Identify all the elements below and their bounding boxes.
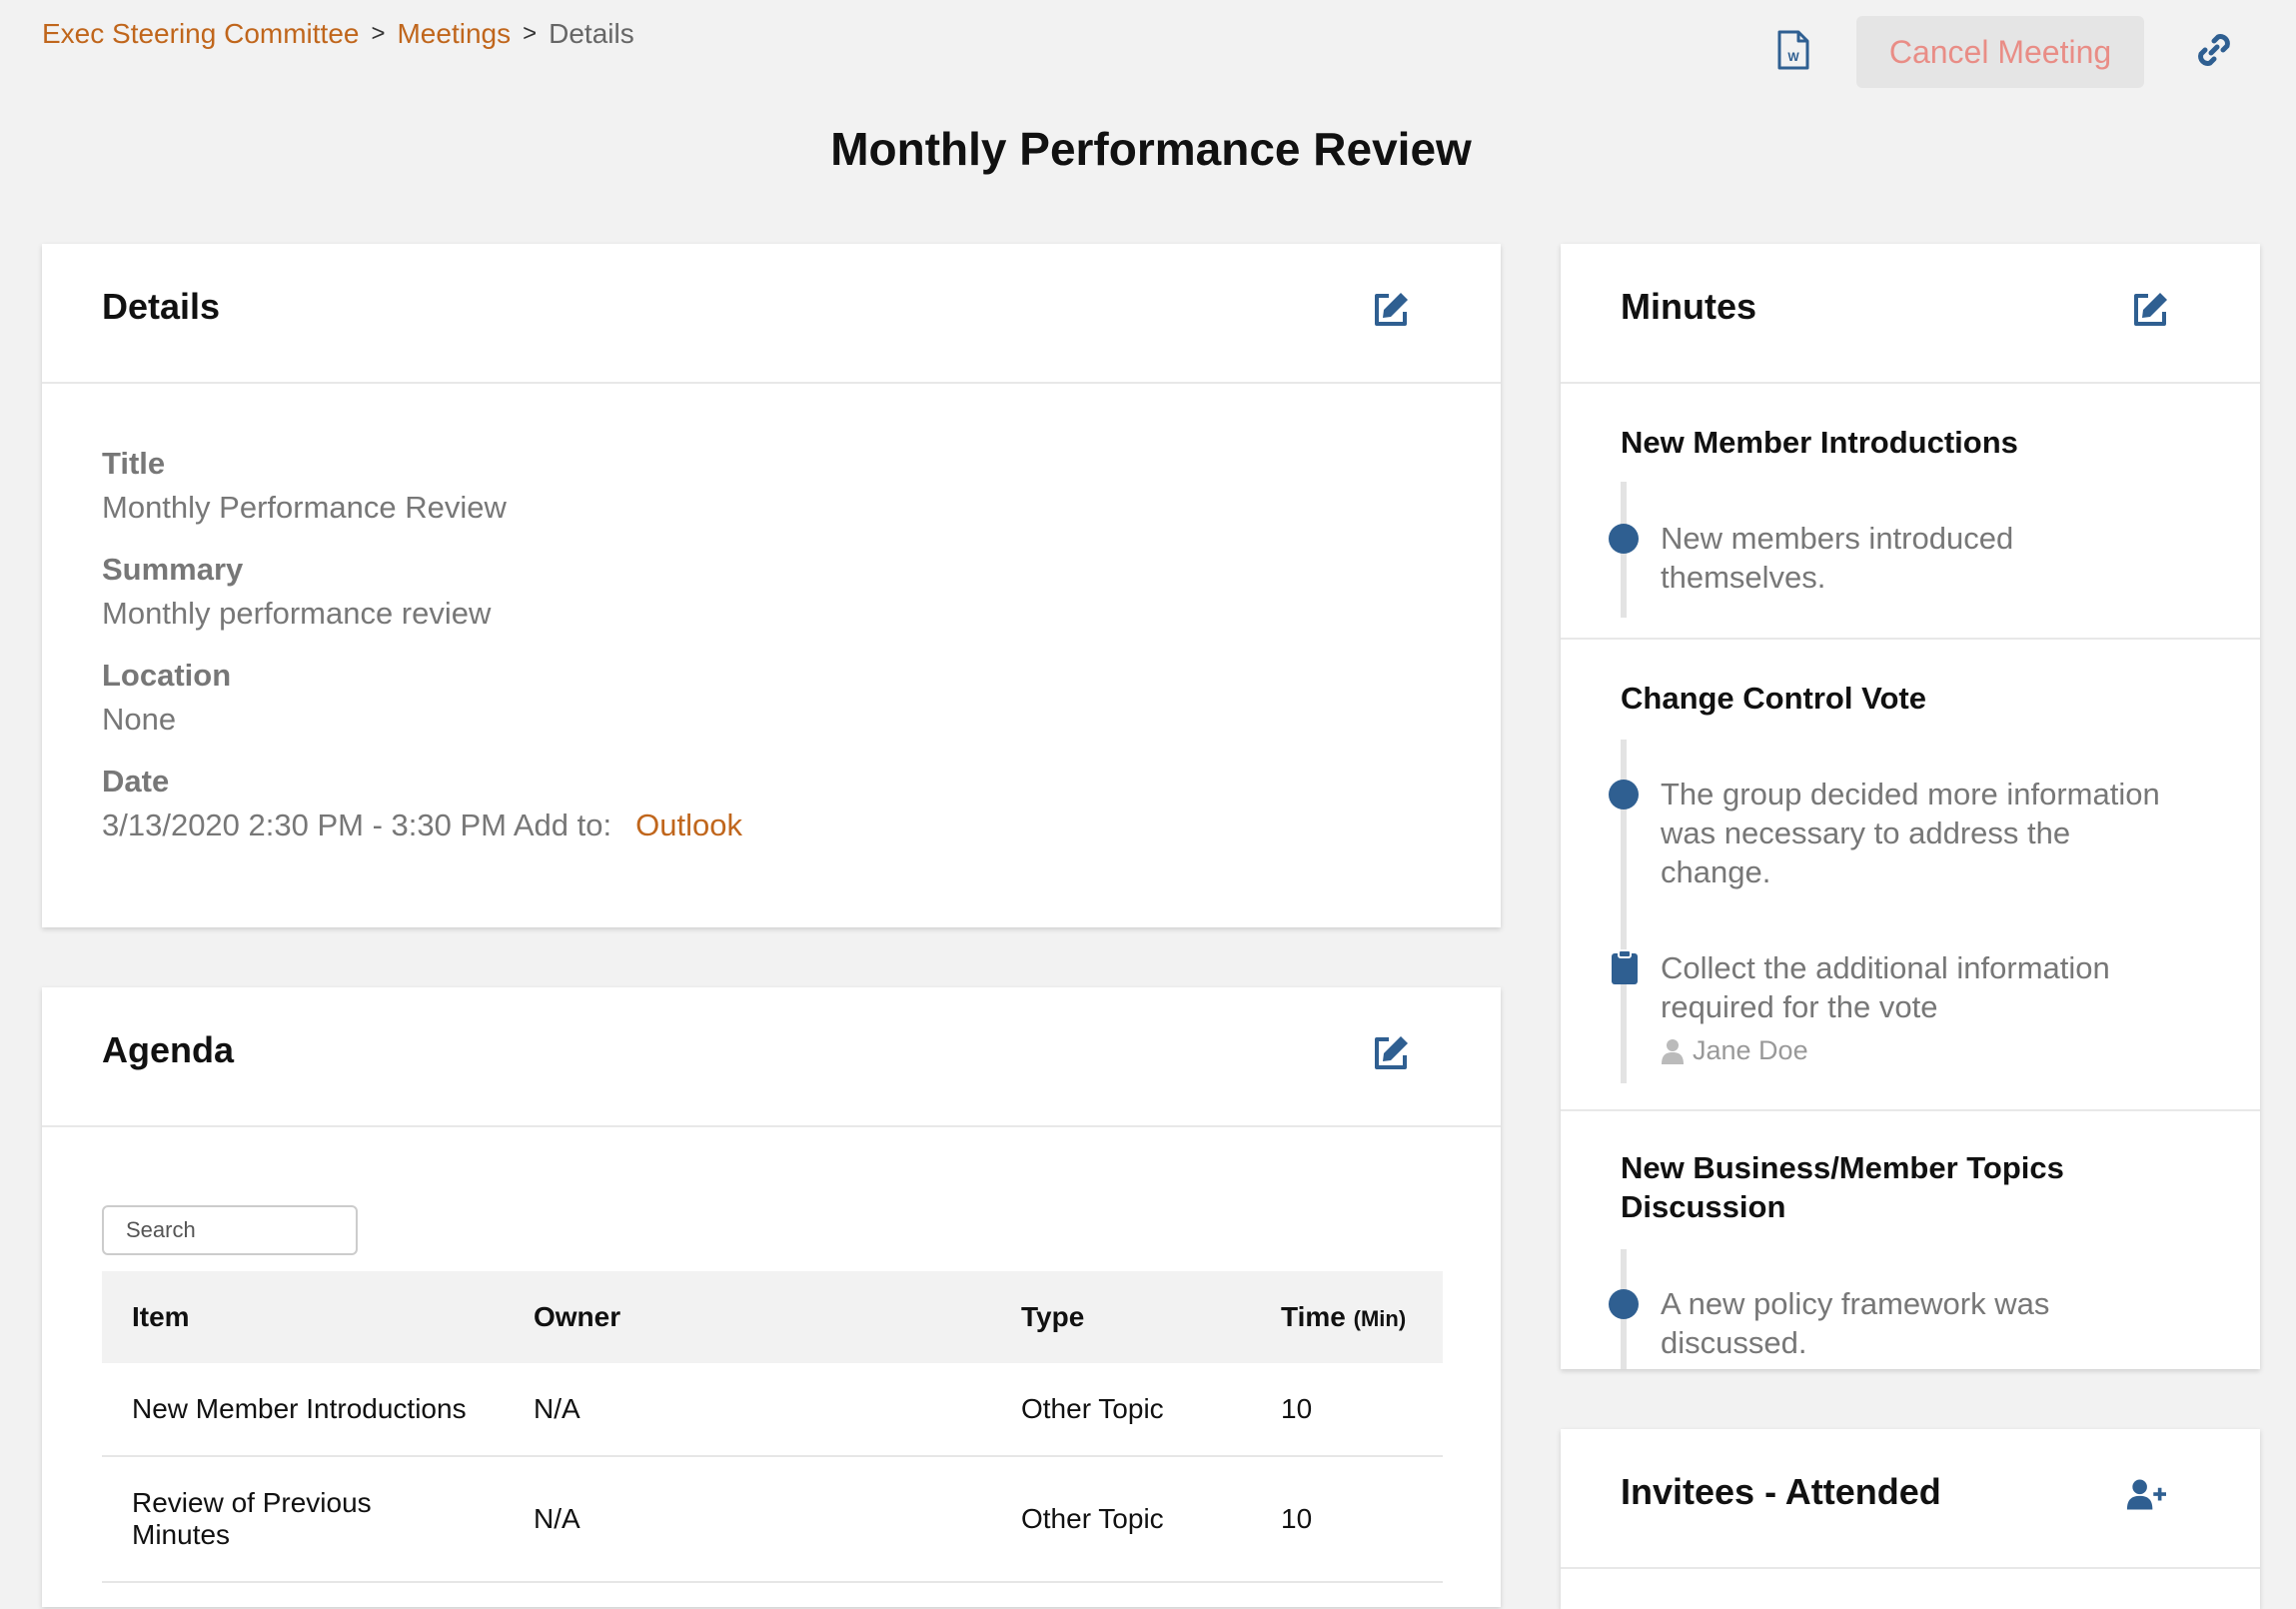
breadcrumb-meetings-link[interactable]: Meetings (397, 18, 512, 49)
note-line: discussed. (1661, 1324, 1807, 1360)
row-item-line1: Review of Previous (132, 1486, 372, 1518)
table-row[interactable]: New Member Introductions N/A Other Topic… (102, 1363, 1443, 1457)
minutes-topic-title: New Business/Member Topics Discussion (1621, 1149, 2064, 1227)
agenda-card-header: Agenda (42, 987, 1501, 1127)
edit-icon[interactable] (1371, 290, 1411, 330)
details-card: Details Title Monthly Performance Review… (42, 244, 1501, 927)
column-header-item[interactable]: Item (132, 1300, 190, 1332)
minutes-note: New members introduced themselves. (1661, 520, 2220, 598)
date-field: Date 3/13/2020 2:30 PM - 3:30 PM Add to:… (102, 764, 742, 843)
note-line: required for the vote (1661, 988, 1938, 1024)
clipboard-icon (1612, 949, 1638, 984)
row-item-line2: Minutes (132, 1519, 231, 1550)
date-value: 3/13/2020 2:30 PM - 3:30 PM Add to: (102, 807, 612, 842)
user-icon (1662, 1038, 1684, 1064)
timeline-line (1621, 740, 1627, 1083)
time-header-unit: (Min) (1353, 1305, 1407, 1331)
edit-icon[interactable] (2130, 290, 2170, 330)
summary-value: Monthly performance review (102, 596, 492, 631)
note-line: A new policy framework was (1661, 1286, 2050, 1321)
topic-title-line: New Business/Member Topics (1621, 1150, 2064, 1185)
agenda-table: Item Owner Type Time (Min) New Member In… (102, 1271, 1443, 1583)
breadcrumb-separator: > (371, 20, 386, 47)
agenda-card-title: Agenda (102, 1029, 235, 1070)
note-line: themselves. (1661, 559, 1826, 595)
agenda-card: Agenda Item Owner Type Time (Min) New Me… (42, 987, 1501, 1607)
note-line: change. (1661, 853, 1771, 889)
note-dot-icon (1609, 524, 1639, 554)
row-owner: N/A (534, 1392, 580, 1424)
row-type: Other Topic (1021, 1392, 1164, 1424)
location-field: Location None (102, 658, 231, 738)
row-type: Other Topic (1021, 1502, 1164, 1534)
details-card-header: Details (42, 244, 1501, 384)
svg-text:W: W (1787, 50, 1799, 64)
word-document-icon[interactable]: W (1776, 30, 1810, 70)
edit-icon[interactable] (1371, 1033, 1411, 1073)
note-dot-icon (1609, 1289, 1639, 1319)
breadcrumb-separator: > (523, 20, 538, 47)
row-time: 10 (1281, 1502, 1313, 1534)
section-divider (1561, 1109, 2260, 1111)
agenda-search-input[interactable] (102, 1205, 358, 1255)
page-title: Monthly Performance Review (830, 123, 1472, 175)
note-line: Collect the additional information (1661, 950, 2110, 985)
column-header-type[interactable]: Type (1021, 1300, 1085, 1332)
topic-title-line: Discussion (1621, 1188, 1786, 1224)
minutes-topic-title: Change Control Vote (1621, 681, 1926, 716)
minutes-card-title: Minutes (1621, 286, 1757, 327)
table-row[interactable]: Review of Previous Minutes N/A Other Top… (102, 1457, 1443, 1583)
minutes-topic-title: New Member Introductions (1621, 425, 2018, 460)
note-dot-icon (1609, 780, 1639, 809)
minutes-card-header: Minutes (1561, 244, 2260, 384)
cancel-meeting-button[interactable]: Cancel Meeting (1856, 16, 2144, 88)
title-field: Title Monthly Performance Review (102, 446, 507, 526)
row-item: New Member Introductions (132, 1392, 467, 1424)
invitees-card-title: Invitees - Attended (1621, 1471, 1941, 1512)
assignee-name: Jane Doe (1693, 1035, 1808, 1065)
location-value: None (102, 702, 177, 737)
breadcrumb-committee-link[interactable]: Exec Steering Committee (42, 18, 360, 49)
row-item: Review of Previous Minutes (132, 1487, 372, 1551)
minutes-note: A new policy framework was discussed. (1661, 1285, 2220, 1363)
title-label: Title (102, 446, 166, 481)
minutes-note: The group decided more information was n… (1661, 776, 2220, 891)
column-header-time[interactable]: Time (Min) (1281, 1301, 1406, 1333)
note-line: The group decided more information (1661, 777, 2160, 811)
add-user-icon[interactable] (2126, 1475, 2166, 1515)
date-label: Date (102, 764, 170, 799)
column-header-owner[interactable]: Owner (534, 1300, 621, 1332)
invitees-card-header: Invitees - Attended (1561, 1429, 2260, 1569)
time-header-label: Time (1281, 1300, 1346, 1332)
action-assignee: Jane Doe (1661, 1035, 1808, 1066)
title-value: Monthly Performance Review (102, 490, 507, 525)
section-divider (1561, 638, 2260, 640)
summary-label: Summary (102, 552, 244, 587)
breadcrumb: Exec Steering Committee > Meetings > Det… (42, 18, 634, 50)
row-time: 10 (1281, 1392, 1313, 1424)
note-line: New members introduced (1661, 521, 2014, 556)
breadcrumb-current: Details (549, 18, 634, 49)
agenda-table-header: Item Owner Type Time (Min) (102, 1271, 1443, 1363)
date-value-row: 3/13/2020 2:30 PM - 3:30 PM Add to: Outlo… (102, 807, 742, 843)
minutes-card: Minutes New Member Introductions New mem… (1561, 244, 2260, 1369)
details-card-title: Details (102, 286, 221, 327)
row-owner: N/A (534, 1502, 580, 1534)
link-icon[interactable] (2194, 30, 2234, 70)
location-label: Location (102, 658, 232, 693)
action-item: Collect the additional information requi… (1661, 949, 2220, 1027)
invitees-card: Invitees - Attended (1561, 1429, 2260, 1609)
note-line: was necessary to address the (1661, 814, 2071, 850)
summary-field: Summary Monthly performance review (102, 552, 491, 632)
add-to-outlook-link[interactable]: Outlook (635, 807, 742, 842)
